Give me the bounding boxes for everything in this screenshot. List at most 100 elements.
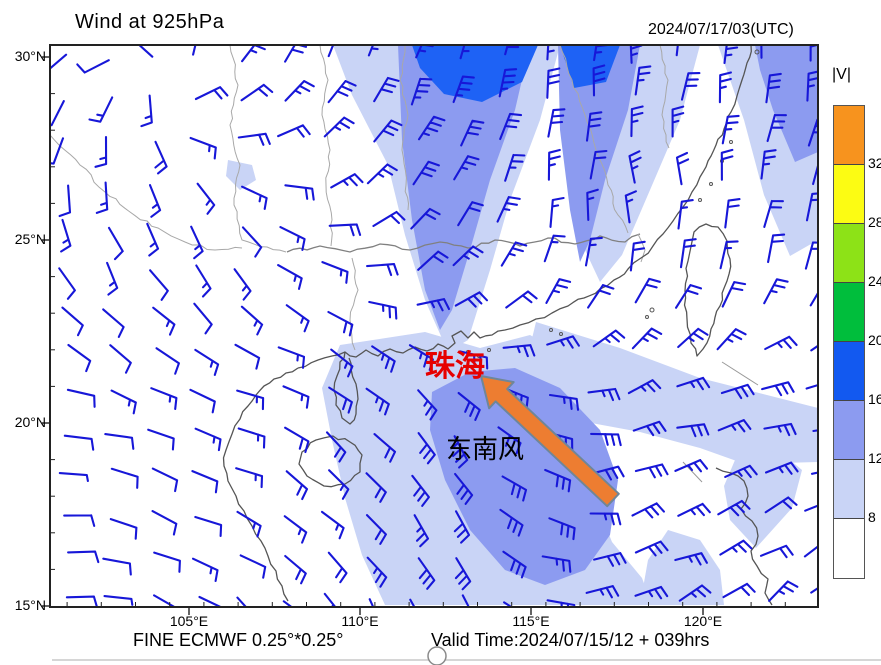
wind-barb [50, 137, 65, 165]
island [729, 140, 733, 144]
wind-barb [190, 225, 204, 260]
wind-barb [149, 269, 169, 301]
wind-barb [676, 423, 710, 438]
wind-barb [58, 472, 89, 483]
wind-barb [590, 432, 622, 447]
province-border [659, 45, 670, 149]
colorbar-segment [834, 460, 864, 519]
map-frame [49, 44, 819, 608]
wind-barb [766, 113, 787, 143]
wind-barb [148, 184, 162, 218]
colorbar-tick-label: 16 [868, 391, 881, 407]
wind-barb [634, 277, 661, 304]
wind-barb [543, 234, 566, 263]
wind-barb [718, 71, 732, 104]
wind-barb [279, 226, 306, 251]
wind-barb [194, 86, 229, 101]
wind-barb [497, 426, 522, 455]
wind-barb [720, 148, 734, 181]
colorbar-segment [834, 224, 864, 283]
wind-barb [61, 306, 84, 337]
wind-barb [104, 433, 135, 450]
island [649, 307, 655, 313]
wind-barb [152, 306, 176, 336]
colorbar-tick-label: 8 [868, 509, 876, 525]
lat-axis-label: 25°N [14, 231, 46, 247]
lon-axis-label: 105°E [169, 613, 209, 629]
wind-barb [109, 344, 132, 374]
wind-barb [154, 140, 168, 175]
wind-barb [761, 381, 795, 397]
wind-barb [629, 45, 643, 64]
wind-barb [76, 59, 110, 74]
wind-barb [284, 426, 310, 454]
wind-barb [624, 190, 637, 224]
wind-barb [195, 264, 212, 298]
wind-barb [284, 554, 307, 585]
wind-barb [66, 388, 96, 408]
wind-barb [593, 552, 627, 567]
wind-barb [417, 432, 436, 465]
wind-barb [717, 499, 751, 517]
wind-barb [50, 100, 65, 127]
wind-barb [137, 45, 154, 58]
wind-barb [237, 132, 271, 146]
wind-barb [240, 305, 264, 336]
wind-barb [366, 263, 399, 277]
timeline-knob[interactable] [427, 646, 447, 665]
wind-barb [676, 376, 711, 391]
wind-barb [150, 387, 178, 411]
wind-barb [411, 474, 430, 507]
wind-barb [631, 502, 665, 519]
wind-speed-shading-dark [560, 45, 620, 88]
wind-barb [803, 545, 818, 558]
colorbar-segment [834, 519, 864, 578]
wind-barb [191, 557, 219, 583]
wind-barb [722, 582, 756, 599]
wind-barb [584, 236, 603, 267]
wind-barb [323, 116, 355, 138]
wind-barb [236, 389, 265, 411]
wind-barb [678, 584, 712, 602]
wind-barb [675, 151, 690, 186]
wind-direction-label: 东南风 [446, 434, 525, 464]
wind-barb [496, 196, 521, 223]
wind-barb [634, 463, 669, 479]
wind-speed-shading-medium [430, 368, 618, 585]
wind-barb [236, 510, 262, 538]
lon-axis-label: 115°E [512, 613, 550, 629]
wind-speed-shading-light [724, 450, 802, 548]
wind-barb [504, 153, 526, 182]
wind-barb [628, 150, 642, 184]
wind-barb [140, 94, 153, 128]
wind-barb [60, 218, 72, 253]
island [709, 182, 713, 186]
lat-axis-label: 15°N [14, 597, 46, 613]
colorbar-tick-label: 24 [868, 273, 881, 289]
city-label-zhuhai: 珠海 [425, 349, 485, 384]
wind-barb [327, 80, 357, 104]
wind-barb [320, 510, 345, 540]
wind-barb [325, 431, 347, 463]
wind-barb [591, 465, 625, 481]
wind-barb [58, 184, 72, 218]
wind-barb [371, 345, 396, 373]
wind-barb [416, 298, 451, 312]
wind-barb [760, 149, 777, 180]
wind-barb [234, 343, 261, 370]
wind-barb [593, 45, 609, 62]
wind-barb [321, 261, 349, 284]
wind-barb [768, 580, 799, 602]
wind-barb [674, 284, 703, 309]
island [549, 328, 553, 332]
wind-barb [719, 240, 739, 270]
wind-speed-shading-light [528, 322, 818, 464]
colorbar-segment [834, 106, 864, 165]
lon-axis-label: 110°E [341, 613, 379, 629]
boundary-dash [721, 361, 759, 386]
wind-barb [94, 135, 108, 168]
wind-barb [372, 210, 406, 228]
wind-barb [327, 551, 348, 584]
colorbar-tick-label: 20 [868, 332, 881, 348]
wind-barb [545, 278, 572, 304]
